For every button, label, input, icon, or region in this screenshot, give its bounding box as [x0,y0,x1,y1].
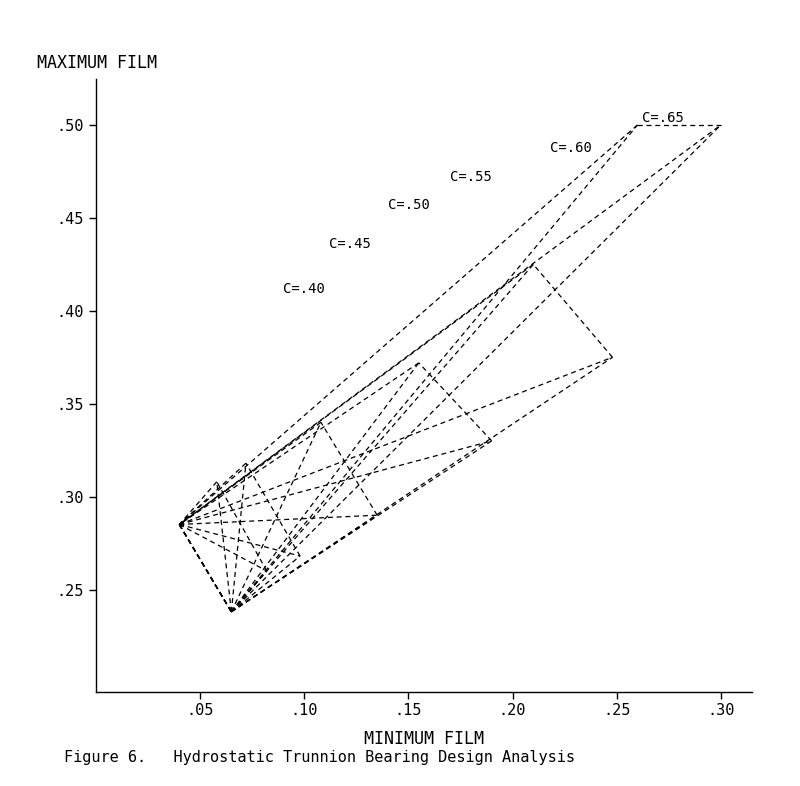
Text: C=.40: C=.40 [283,282,326,296]
Text: C=.60: C=.60 [550,141,592,155]
Text: MAXIMUM FILM: MAXIMUM FILM [37,54,157,72]
Text: C=.45: C=.45 [330,237,371,252]
Text: Figure 6.   Hydrostatic Trunnion Bearing Design Analysis: Figure 6. Hydrostatic Trunnion Bearing D… [64,751,575,766]
X-axis label: MINIMUM FILM: MINIMUM FILM [364,729,484,747]
Text: C=.50: C=.50 [387,198,430,212]
Text: C=.55: C=.55 [450,171,492,185]
Text: C=.65: C=.65 [642,111,683,125]
